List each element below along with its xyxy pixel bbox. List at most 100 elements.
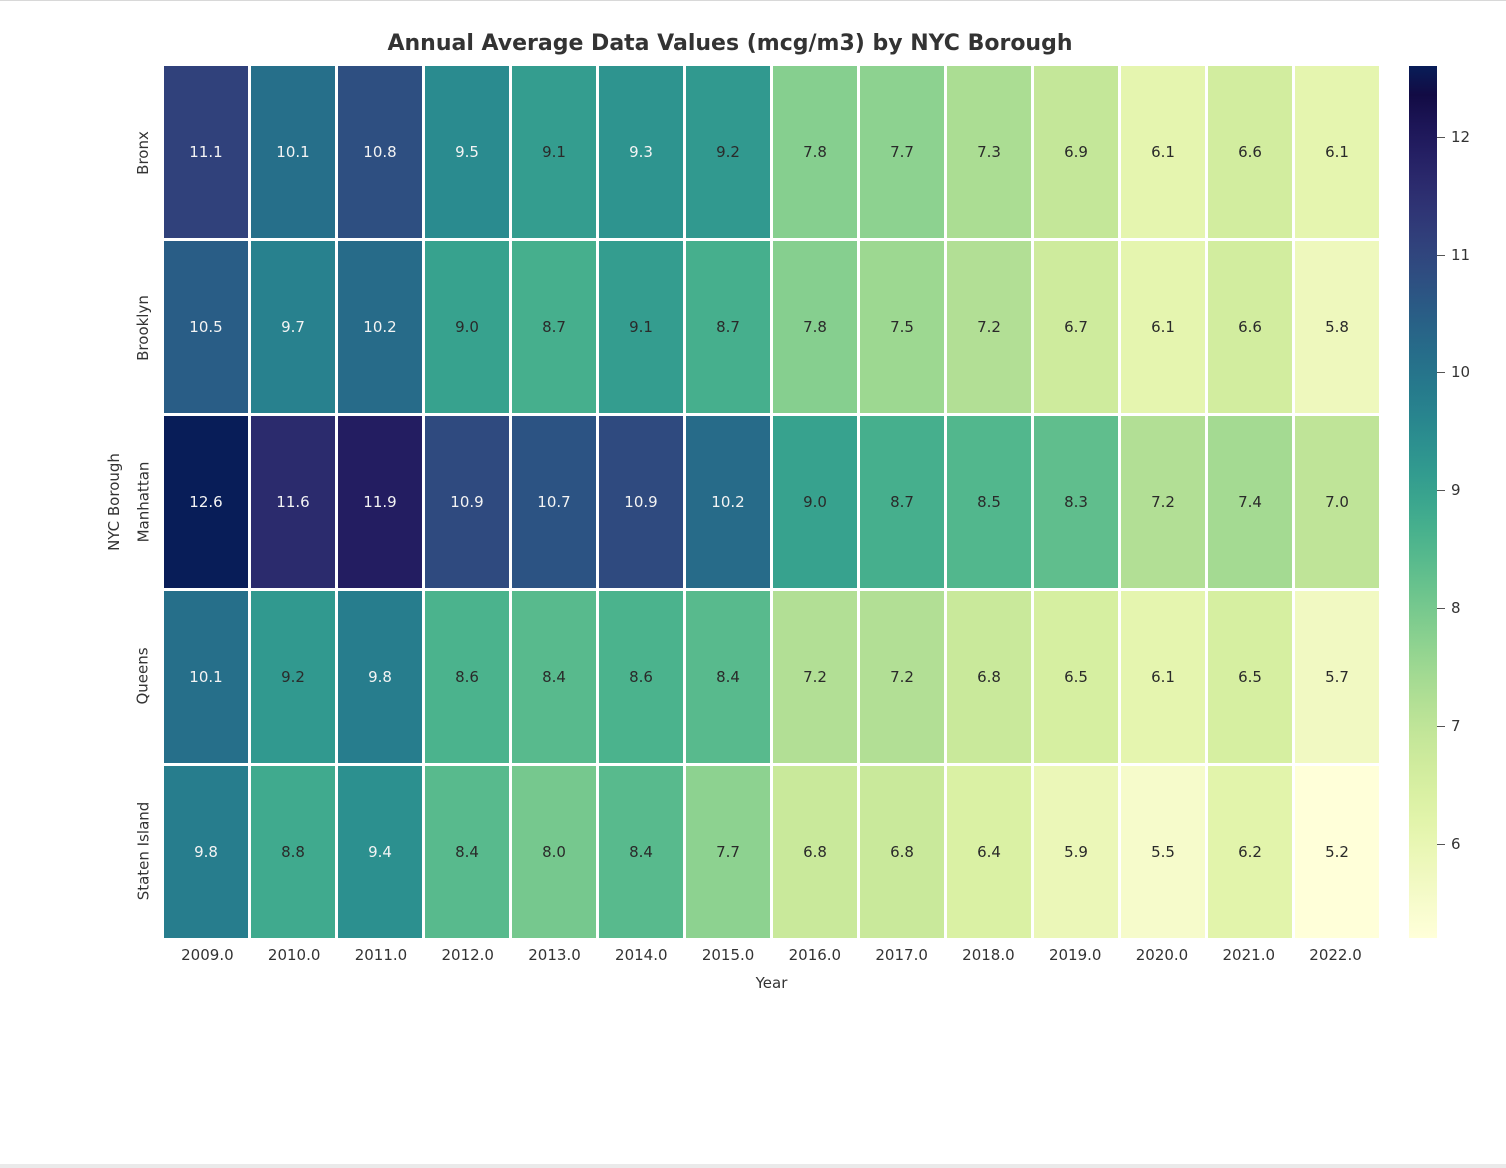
heatmap-cell: 7.2 — [947, 241, 1031, 413]
colorbar — [1409, 66, 1437, 938]
y-tick-label: Manhattan — [134, 462, 152, 543]
heatmap-cell: 8.6 — [425, 591, 509, 763]
x-tick: 2011.0 — [338, 938, 425, 964]
heatmap-cell: 7.8 — [773, 241, 857, 413]
plot-area: Annual Average Data Values (mcg/m3) by N… — [100, 31, 1480, 1111]
colorbar-container: 6789101112 — [1409, 66, 1497, 938]
heatmap-cell: 7.2 — [773, 591, 857, 763]
y-axis-label-column: NYC Borough — [100, 66, 128, 938]
heatmap-cell: 6.1 — [1121, 66, 1205, 238]
y-tick: Brooklyn — [128, 240, 158, 414]
heatmap-cell: 9.0 — [773, 416, 857, 588]
x-tick: 2019.0 — [1032, 938, 1119, 964]
colorbar-tick: 10 — [1437, 363, 1470, 381]
heatmap-cell: 6.7 — [1034, 241, 1118, 413]
x-tick: 2016.0 — [771, 938, 858, 964]
heatmap-cell: 9.1 — [599, 241, 683, 413]
colorbar-tick: 8 — [1437, 599, 1461, 617]
heatmap-cell: 9.1 — [512, 66, 596, 238]
colorbar-ticks: 6789101112 — [1437, 66, 1497, 938]
heatmap-cell: 8.6 — [599, 591, 683, 763]
figure-frame: Annual Average Data Values (mcg/m3) by N… — [0, 0, 1506, 1168]
heatmap-cell: 7.2 — [1121, 416, 1205, 588]
y-tick-label: Queens — [134, 648, 152, 705]
heatmap-cell: 8.7 — [512, 241, 596, 413]
heatmap-grid: 11.110.110.89.59.19.39.27.87.77.36.96.16… — [164, 66, 1379, 938]
x-tick: 2015.0 — [685, 938, 772, 964]
heatmap-cell: 9.4 — [338, 766, 422, 938]
heatmap-cell: 9.0 — [425, 241, 509, 413]
heatmap-cell: 9.3 — [599, 66, 683, 238]
heatmap-cell: 7.7 — [686, 766, 770, 938]
heatmap-cell: 6.2 — [1208, 766, 1292, 938]
heatmap-cell: 9.2 — [251, 591, 335, 763]
y-tick-label: Brooklyn — [134, 295, 152, 361]
heatmap-cell: 9.5 — [425, 66, 509, 238]
heatmap-cell: 6.1 — [1295, 66, 1379, 238]
x-tick: 2021.0 — [1205, 938, 1292, 964]
chart-title: Annual Average Data Values (mcg/m3) by N… — [100, 31, 1480, 56]
x-axis-label: Year — [164, 974, 1379, 992]
heatmap-cell: 8.0 — [512, 766, 596, 938]
y-tick: Bronx — [128, 66, 158, 240]
heatmap-cell: 6.8 — [947, 591, 1031, 763]
heatmap-cell: 5.7 — [1295, 591, 1379, 763]
heatmap-cell: 8.7 — [686, 241, 770, 413]
heatmap-cell: 10.2 — [338, 241, 422, 413]
heatmap-cell: 8.4 — [599, 766, 683, 938]
heatmap-cell: 7.2 — [860, 591, 944, 763]
y-tick: Staten Island — [128, 764, 158, 938]
x-tick: 2014.0 — [598, 938, 685, 964]
heatmap-cell: 10.7 — [512, 416, 596, 588]
heatmap-cell: 7.7 — [860, 66, 944, 238]
heatmap-cell: 5.2 — [1295, 766, 1379, 938]
colorbar-tick: 6 — [1437, 835, 1461, 853]
heatmap-cell: 11.1 — [164, 66, 248, 238]
heatmap-cell: 10.2 — [686, 416, 770, 588]
heatmap-cell: 10.9 — [599, 416, 683, 588]
heatmap-cell: 9.7 — [251, 241, 335, 413]
heatmap-cell: 6.1 — [1121, 591, 1205, 763]
heatmap-cell: 5.9 — [1034, 766, 1118, 938]
x-tick: 2020.0 — [1119, 938, 1206, 964]
heatmap-cell: 6.6 — [1208, 241, 1292, 413]
x-tick: 2013.0 — [511, 938, 598, 964]
heatmap-cell: 6.1 — [1121, 241, 1205, 413]
heatmap-cell: 6.9 — [1034, 66, 1118, 238]
x-tick: 2022.0 — [1292, 938, 1379, 964]
heatmap-cell: 7.4 — [1208, 416, 1292, 588]
heatmap-cell: 9.8 — [338, 591, 422, 763]
x-tick: 2009.0 — [164, 938, 251, 964]
y-axis-label: NYC Borough — [105, 453, 123, 551]
colorbar-tick: 12 — [1437, 128, 1470, 146]
y-tick-label: Staten Island — [134, 802, 152, 901]
x-tick: 2012.0 — [424, 938, 511, 964]
y-tick-label: Bronx — [134, 131, 152, 175]
heatmap-cell: 5.8 — [1295, 241, 1379, 413]
heatmap-cell: 11.9 — [338, 416, 422, 588]
x-tick: 2010.0 — [251, 938, 338, 964]
chart-body: NYC Borough Bronx Brooklyn Manhattan Queens… — [100, 66, 1480, 938]
heatmap-cell: 8.3 — [1034, 416, 1118, 588]
heatmap-cell: 7.0 — [1295, 416, 1379, 588]
y-tick: Queens — [128, 589, 158, 763]
x-axis-ticks: 2009.02010.02011.02012.02013.02014.02015… — [164, 938, 1379, 964]
heatmap-cell: 6.6 — [1208, 66, 1292, 238]
heatmap-cell: 10.1 — [251, 66, 335, 238]
y-tick: Manhattan — [128, 415, 158, 589]
heatmap-cell: 10.5 — [164, 241, 248, 413]
heatmap-cell: 10.8 — [338, 66, 422, 238]
heatmap-cell: 7.8 — [773, 66, 857, 238]
heatmap-cell: 5.5 — [1121, 766, 1205, 938]
heatmap-cell: 9.2 — [686, 66, 770, 238]
heatmap-cell: 6.4 — [947, 766, 1031, 938]
heatmap-cell: 6.5 — [1208, 591, 1292, 763]
heatmap-cell: 6.5 — [1034, 591, 1118, 763]
x-tick: 2017.0 — [858, 938, 945, 964]
heatmap-cell: 7.5 — [860, 241, 944, 413]
heatmap-cell: 10.1 — [164, 591, 248, 763]
heatmap-cell: 6.8 — [773, 766, 857, 938]
x-tick: 2018.0 — [945, 938, 1032, 964]
heatmap-cell: 8.5 — [947, 416, 1031, 588]
heatmap-cell: 12.6 — [164, 416, 248, 588]
